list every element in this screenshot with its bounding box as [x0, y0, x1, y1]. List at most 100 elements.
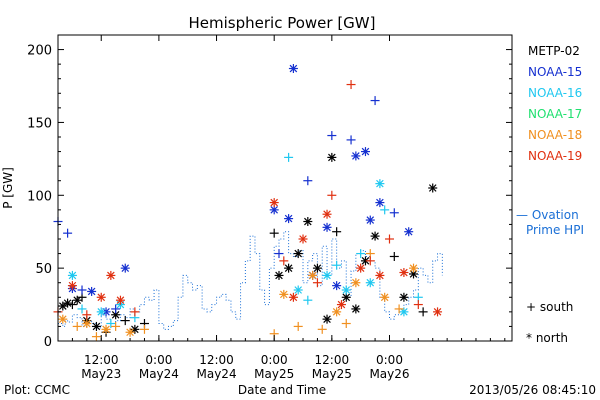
data-point-noaa-15 [404, 227, 414, 237]
data-point-noaa-15 [274, 249, 284, 259]
legend-entry: NOAA-17 [528, 107, 582, 121]
data-point-noaa-16 [67, 270, 77, 280]
data-point-noaa-16 [375, 179, 385, 189]
data-point-noaa-19 [130, 307, 140, 317]
legend-ovation-label: — Ovation [516, 208, 579, 222]
data-point-noaa-18 [58, 314, 68, 324]
data-point-noaa-19 [365, 256, 375, 266]
satellite-points [53, 64, 443, 342]
data-point-noaa-16 [96, 307, 106, 317]
data-point-noaa-18 [111, 321, 121, 331]
data-point-metp-02 [120, 316, 130, 326]
data-point-noaa-18 [394, 304, 404, 314]
data-point-noaa-16 [77, 304, 87, 314]
legend-north: * north [526, 331, 568, 345]
data-point-noaa-15 [351, 151, 361, 161]
legend-entry: NOAA-15 [528, 65, 582, 79]
data-point-noaa-16 [380, 205, 390, 215]
data-point-noaa-19 [96, 292, 106, 302]
data-point-noaa-19 [433, 307, 443, 317]
data-point-metp-02 [389, 251, 399, 261]
axes: 05010015020012:00May230:00May2412:00May2… [27, 34, 513, 381]
ovation-hpi-path [58, 231, 443, 330]
data-point-noaa-18 [125, 327, 135, 337]
data-point-noaa-15 [346, 135, 356, 145]
data-point-noaa-16 [341, 285, 351, 295]
data-point-noaa-15 [327, 131, 337, 141]
data-point-metp-02 [303, 217, 313, 227]
data-point-metp-02 [269, 228, 279, 238]
x-tick-time: 0:00 [376, 353, 403, 367]
data-point-metp-02 [284, 263, 294, 273]
data-point-noaa-16 [356, 249, 366, 259]
x-tick-time: 12:00 [84, 353, 119, 367]
legend-entry: NOAA-16 [528, 86, 582, 100]
y-tick-label: 200 [27, 44, 52, 59]
data-point-noaa-15 [389, 208, 399, 218]
data-point-noaa-18 [308, 270, 318, 280]
timestamp: 2013/05/26 08:45:10 [469, 383, 596, 397]
data-point-noaa-19 [375, 270, 385, 280]
data-point-metp-02 [58, 301, 68, 311]
legend-ovation-label-2: Prime HPI [526, 223, 584, 237]
x-axis-label: Date and Time [238, 383, 326, 397]
legend-entry: NOAA-19 [528, 149, 582, 163]
ovation-hpi-line [58, 231, 443, 330]
legend-entry: NOAA-18 [528, 128, 582, 142]
data-point-noaa-19 [106, 270, 116, 280]
data-point-noaa-15 [63, 228, 73, 238]
data-point-noaa-19 [346, 80, 356, 90]
data-point-noaa-19 [312, 278, 322, 288]
x-tick-time: 12:00 [199, 353, 234, 367]
data-point-noaa-15 [120, 263, 130, 273]
x-tick-date: May26 [369, 367, 409, 381]
data-point-metp-02 [327, 152, 337, 162]
plot-source: Plot: CCMC [4, 383, 70, 397]
data-point-metp-02 [91, 321, 101, 331]
y-tick-label: 50 [35, 262, 52, 277]
data-point-noaa-15 [322, 222, 332, 232]
data-point-metp-02 [130, 324, 140, 334]
data-point-noaa-19 [67, 281, 77, 291]
data-point-noaa-19 [82, 310, 92, 320]
data-point-noaa-16 [303, 295, 313, 305]
data-point-noaa-16 [399, 307, 409, 317]
data-point-noaa-18 [72, 321, 82, 331]
data-point-metp-02 [332, 227, 342, 237]
data-point-metp-02 [351, 304, 361, 314]
data-point-noaa-16 [284, 152, 294, 162]
data-point-noaa-18 [139, 324, 149, 334]
data-point-noaa-15 [77, 285, 87, 295]
data-point-noaa-19 [399, 268, 409, 278]
data-point-noaa-19 [269, 198, 279, 208]
data-point-noaa-18 [293, 321, 303, 331]
data-point-noaa-19 [336, 300, 346, 310]
y-tick-label: 150 [27, 116, 52, 131]
data-point-noaa-15 [332, 281, 342, 291]
data-point-noaa-19 [327, 190, 337, 200]
x-tick-date: May24 [139, 367, 179, 381]
plot-frame [57, 34, 513, 342]
data-point-noaa-15 [370, 96, 380, 106]
y-axis-label: P [GW] [1, 167, 15, 209]
data-point-noaa-15 [87, 286, 97, 296]
legend-south: + south [526, 300, 573, 314]
data-point-noaa-18 [317, 324, 327, 334]
data-point-noaa-15 [284, 214, 294, 224]
data-point-metp-02 [418, 307, 428, 317]
data-point-noaa-18 [409, 263, 419, 273]
data-point-metp-02 [67, 300, 77, 310]
data-point-noaa-15 [288, 64, 298, 74]
x-tick-time: 0:00 [145, 353, 172, 367]
legend-entry: METP-02 [528, 44, 580, 58]
data-point-noaa-19 [413, 300, 423, 310]
data-point-noaa-18 [351, 278, 361, 288]
chart-title: Hemispheric Power [GW] [189, 14, 376, 32]
data-point-noaa-18 [91, 332, 101, 342]
data-point-noaa-19 [384, 234, 394, 244]
x-tick-date: May25 [254, 367, 294, 381]
data-point-noaa-16 [365, 278, 375, 288]
x-tick-date: May25 [312, 367, 352, 381]
data-point-metp-02 [63, 298, 73, 308]
